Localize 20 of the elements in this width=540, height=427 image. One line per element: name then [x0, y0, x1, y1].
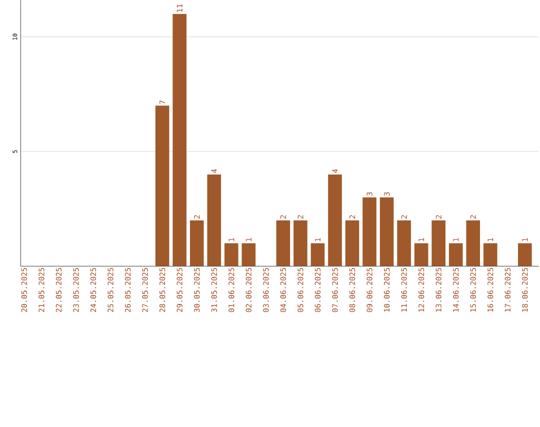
bar: [190, 220, 204, 266]
bar: [224, 243, 238, 266]
bar: [328, 174, 342, 266]
bar: [518, 243, 532, 266]
bar: [155, 106, 170, 266]
bar: [414, 243, 428, 266]
bar: [466, 220, 480, 266]
bar: [242, 243, 256, 266]
bar: [276, 220, 290, 266]
bar: [432, 220, 446, 266]
bar: [294, 220, 308, 266]
bar: [310, 243, 325, 266]
bar: [362, 198, 376, 266]
bar: [380, 198, 394, 266]
bar: [448, 243, 463, 266]
bar: [207, 174, 222, 266]
bar: [397, 220, 411, 266]
bar: [172, 14, 186, 266]
bar: [345, 220, 360, 266]
bar: [483, 243, 498, 266]
